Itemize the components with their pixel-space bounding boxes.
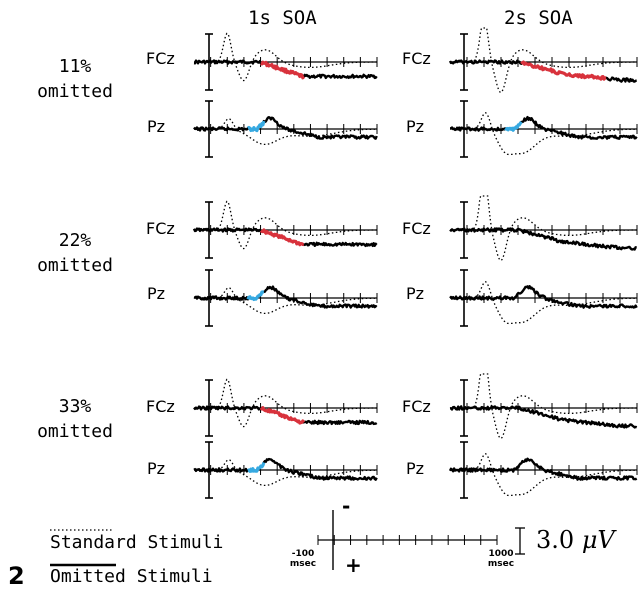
condition-pct-11: 11% (58, 56, 92, 77)
condition-pct-22: 22% (58, 230, 92, 251)
condition-label-11: 11% omitted (15, 54, 135, 104)
amplitude-scale-label: 3.0 μV (536, 526, 615, 554)
channel-label-r0-c1-pz: Pz (406, 117, 425, 136)
significant-window-r0-c0-pz (247, 120, 266, 133)
channel-label-r1-c0-fcz: FCz (146, 219, 175, 238)
scale-end-value: 1000 (488, 549, 514, 559)
standard-waveform-r2-c0-pz (194, 459, 377, 487)
scale-start-unit: msec (289, 559, 317, 569)
standard-waveform-r1-c0-fcz (194, 200, 377, 250)
omitted-waveform-r2-c0-pz (193, 457, 378, 481)
significant-window-r1-c0-fcz (259, 228, 305, 247)
condition-label-33: 33% omitted (15, 394, 135, 444)
amplitude-unit: μV (581, 526, 615, 554)
omitted-waveform-r1-c1-pz (449, 285, 638, 309)
condition-word-11: omitted (37, 81, 113, 102)
omitted-waveform-r0-c1-pz (449, 115, 638, 140)
scale-start-value: -100 (291, 549, 315, 559)
column-title-2s: 2s SOA (504, 7, 573, 29)
significant-window-r2-c0-fcz (259, 406, 306, 425)
standard-waveform-r1-c1-pz (450, 281, 637, 325)
omitted-waveform-r2-c1-fcz (449, 405, 638, 429)
omitted-waveform-r0-c0-pz (193, 116, 378, 140)
standard-waveform-r2-c1-fcz (450, 373, 637, 440)
channel-label-r2-c1-fcz: FCz (402, 397, 431, 416)
legend-standard: Standard Stimuli (50, 532, 224, 553)
condition-label-22: 22% omitted (15, 228, 135, 278)
channel-label-r1-c1-fcz: FCz (402, 219, 431, 238)
significant-window-r2-c0-pz (247, 461, 266, 473)
condition-word-33: omitted (37, 421, 113, 442)
channel-label-r0-c0-fcz: FCz (146, 49, 175, 68)
omitted-waveform-r1-c1-fcz (449, 227, 637, 251)
legend-omitted: Omitted Stimuli (50, 566, 213, 587)
omitted-waveform-r1-c0-pz (193, 285, 378, 309)
channel-label-r2-c0-pz: Pz (147, 459, 166, 478)
standard-waveform-r0-c1-fcz (450, 27, 637, 94)
scale-start-label: -100 msec (286, 549, 320, 569)
scale-end-label: 1000 msec (484, 549, 518, 569)
channel-label-r2-c1-pz: Pz (406, 459, 425, 478)
channel-label-r0-c0-pz: Pz (147, 117, 166, 136)
significant-window-r0-c0-fcz (260, 60, 306, 80)
standard-waveform-r0-c1-pz (450, 112, 637, 156)
scale-positive-label: + (345, 553, 362, 577)
standard-waveform-r0-c0-pz (194, 118, 377, 146)
figure-number: 2 (8, 562, 25, 590)
amplitude-value: 3.0 (536, 526, 575, 554)
standard-waveform-r2-c1-pz (450, 453, 637, 497)
condition-pct-33: 33% (58, 396, 92, 417)
omitted-waveform-r2-c1-pz (448, 457, 638, 481)
significant-window-r0-c1-pz (504, 120, 523, 132)
scale-negative-label: - (342, 494, 351, 518)
significant-window-r1-c0-pz (246, 290, 265, 301)
standard-waveform-r1-c0-pz (194, 287, 377, 315)
standard-waveform-r0-c0-fcz (194, 32, 377, 82)
channel-label-r1-c0-pz: Pz (147, 284, 166, 303)
channel-label-r1-c1-pz: Pz (406, 284, 425, 303)
column-title-1s: 1s SOA (248, 7, 317, 29)
channel-label-r2-c0-fcz: FCz (146, 397, 175, 416)
condition-word-22: omitted (37, 255, 113, 276)
channel-label-r0-c1-fcz: FCz (402, 49, 431, 68)
standard-waveform-r2-c0-fcz (194, 378, 377, 428)
significant-window-r0-c1-fcz (520, 60, 607, 81)
scale-end-unit: msec (487, 559, 515, 569)
